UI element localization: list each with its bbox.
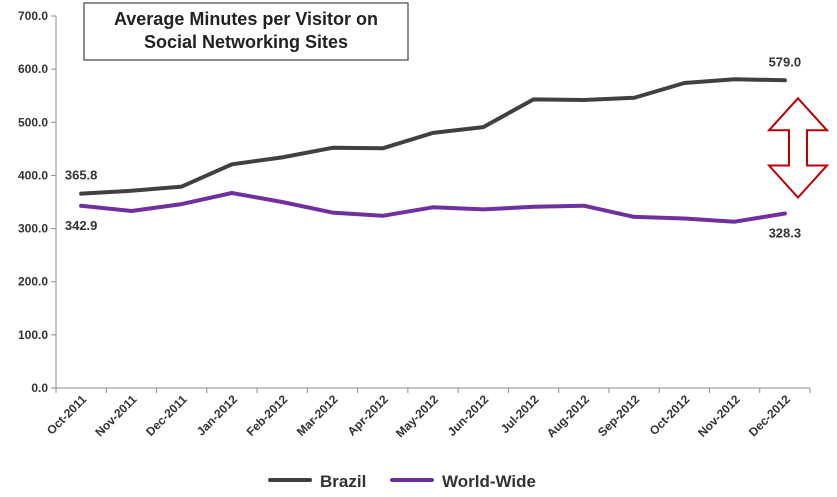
x-tick-label: Aug-2012 xyxy=(544,392,592,440)
x-axis: Oct-2011 Nov-2011 Dec-2011 Jan-2012 Feb-2012… xyxy=(44,387,811,440)
x-tick-label: Feb-2012 xyxy=(244,392,291,439)
legend: Brazil World-Wide xyxy=(268,472,536,491)
x-tick-label: Jul-2012 xyxy=(498,392,542,436)
data-label: 342.9 xyxy=(65,218,98,233)
legend-label: World-Wide xyxy=(442,472,536,491)
plot-lines xyxy=(79,77,787,224)
legend-label: Brazil xyxy=(320,472,366,491)
chart-title-line-2: Social Networking Sites xyxy=(144,32,348,52)
data-label: 365.8 xyxy=(65,168,98,183)
y-tick-label: 400.0 xyxy=(18,168,48,182)
x-tick-label: Oct-2012 xyxy=(647,392,693,438)
x-tick-label: Apr-2012 xyxy=(345,392,391,438)
data-label: 579.0 xyxy=(769,54,802,69)
y-tick-label: 300.0 xyxy=(18,222,48,236)
gap-annotation xyxy=(766,96,830,199)
x-tick-label: Jun-2012 xyxy=(445,392,492,439)
x-tick-label: Dec-2011 xyxy=(143,392,190,439)
data-label: 328.3 xyxy=(769,226,802,241)
x-tick-label: Dec-2012 xyxy=(746,392,793,439)
y-axis: 0.0 100.0 200.0 300.0 400.0 500.0 600.0 700.0 xyxy=(18,9,57,395)
y-tick-label: 700.0 xyxy=(18,9,48,23)
chart-title-line-1: Average Minutes per Visitor on xyxy=(114,9,378,29)
y-tick-label: 0.0 xyxy=(31,381,48,395)
y-tick-label: 100.0 xyxy=(18,328,48,342)
x-tick-label: Sep-2012 xyxy=(595,392,642,439)
x-tick-label: May-2012 xyxy=(393,392,441,440)
x-tick-label: Jan-2012 xyxy=(194,392,240,438)
title-box: Average Minutes per Visitor on Social Ne… xyxy=(83,2,409,61)
y-tick-label: 500.0 xyxy=(18,115,48,129)
y-tick-label: 600.0 xyxy=(18,62,48,76)
title-frame xyxy=(83,2,409,61)
series-line-world-wide xyxy=(79,191,787,224)
double-arrow-icon xyxy=(766,96,830,199)
data-labels: 365.8 342.9 579.0 328.3 xyxy=(65,54,801,240)
x-tick-label: Nov-2012 xyxy=(695,392,743,440)
y-tick-label: 200.0 xyxy=(18,275,48,289)
series-line-brazil xyxy=(79,77,787,196)
x-tick-label: Nov-2011 xyxy=(92,392,139,439)
x-tick-label: Mar-2012 xyxy=(294,392,341,439)
x-tick-label: Oct-2011 xyxy=(44,392,90,438)
